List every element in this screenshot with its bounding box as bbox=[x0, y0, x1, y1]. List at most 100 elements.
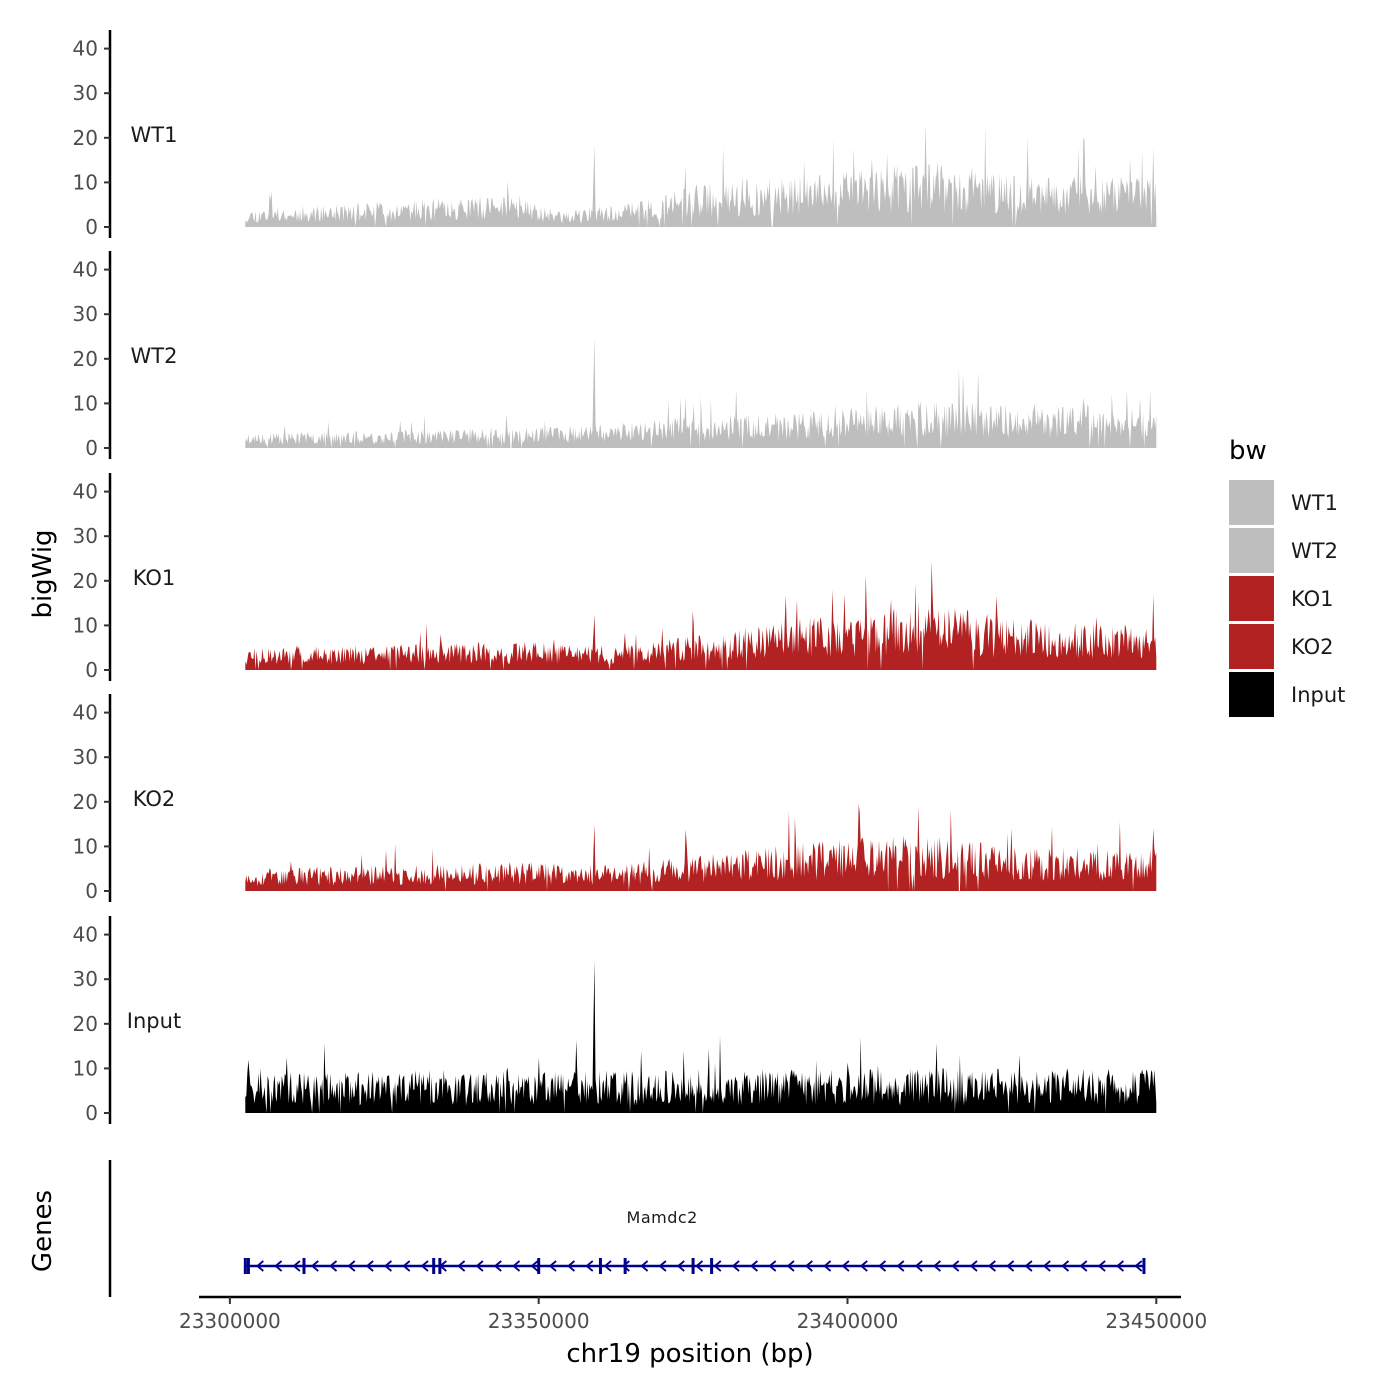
legend-item-input: Input bbox=[1229, 672, 1345, 717]
bigwig-tracks: 0 10 20 30 40 WT1 0 10 20 30 40 WT2 0 10 20 30 40 KO1 0 10 2… bbox=[73, 30, 1157, 1125]
strand-arrow bbox=[695, 1260, 704, 1272]
strand-arrow bbox=[347, 1260, 356, 1272]
strand-arrow bbox=[933, 1260, 941, 1272]
track-wt2: 0 10 20 30 40 WT2 bbox=[73, 251, 1157, 460]
strand-arrow bbox=[969, 1260, 978, 1272]
y-tick-label: 30 bbox=[73, 81, 98, 105]
exon bbox=[302, 1258, 306, 1274]
strand-arrow bbox=[274, 1260, 283, 1272]
y-tick-label: 20 bbox=[73, 790, 98, 814]
x-tick-label: 23450000 bbox=[1105, 1309, 1207, 1333]
y-tick-label: 30 bbox=[73, 745, 98, 769]
strand-arrow bbox=[1006, 1260, 1015, 1272]
exon bbox=[537, 1258, 541, 1274]
legend-swatch bbox=[1229, 624, 1274, 669]
strand-arrow bbox=[713, 1260, 722, 1272]
track-label: WT2 bbox=[131, 344, 178, 368]
y-tick-label: 0 bbox=[85, 1101, 98, 1125]
y-tick-label: 10 bbox=[73, 834, 98, 858]
y-tick-label: 30 bbox=[73, 302, 98, 326]
legend-label: WT2 bbox=[1291, 539, 1338, 563]
y-tick-label: 10 bbox=[73, 170, 98, 194]
strand-arrow bbox=[750, 1260, 758, 1272]
x-tick-label: 23350000 bbox=[488, 1309, 590, 1333]
track-ko2: 0 10 20 30 40 KO2 bbox=[73, 694, 1157, 903]
exon bbox=[710, 1258, 714, 1274]
gene-mamdc2: Mamdc2 bbox=[243, 1208, 1146, 1274]
exon bbox=[438, 1258, 442, 1274]
y-tick-label: 40 bbox=[73, 923, 98, 947]
y-tick-label: 0 bbox=[85, 215, 98, 239]
track-wt1: 0 10 20 30 40 WT1 bbox=[73, 30, 1157, 239]
strand-arrow bbox=[859, 1260, 868, 1272]
signal-area-wt1 bbox=[245, 122, 1157, 227]
strand-arrow bbox=[1042, 1260, 1051, 1272]
gene-name-label: Mamdc2 bbox=[627, 1208, 698, 1227]
x-axis: 23300000 23350000 23400000 23450000 bbox=[179, 1295, 1207, 1333]
strand-arrow bbox=[292, 1260, 301, 1272]
strand-arrow bbox=[402, 1260, 411, 1272]
legend-label: Input bbox=[1291, 683, 1345, 707]
y-tick-label: 10 bbox=[73, 1056, 98, 1080]
strand-arrow bbox=[786, 1260, 795, 1272]
track-label: WT1 bbox=[131, 123, 178, 147]
strand-arrow bbox=[493, 1260, 502, 1272]
signal-area-ko2 bbox=[245, 804, 1157, 891]
y-tick-label: 40 bbox=[73, 701, 98, 725]
strand-arrow bbox=[310, 1260, 319, 1272]
strand-arrow bbox=[512, 1260, 521, 1272]
strand-arrow bbox=[548, 1260, 557, 1272]
legend-swatch bbox=[1229, 480, 1274, 525]
strand-arrow bbox=[603, 1260, 612, 1272]
y-tick-label: 30 bbox=[73, 967, 98, 991]
strand-arrow bbox=[878, 1260, 887, 1272]
strand-arrow bbox=[823, 1260, 832, 1272]
track-label: KO1 bbox=[133, 566, 176, 590]
legend-item-ko2: KO2 bbox=[1229, 624, 1334, 669]
strand-arrow bbox=[1097, 1260, 1106, 1272]
track-ko1: 0 10 20 30 40 KO1 bbox=[73, 473, 1157, 682]
legend-swatch bbox=[1229, 576, 1274, 621]
legend-swatch bbox=[1229, 528, 1274, 573]
strand-arrow bbox=[951, 1260, 960, 1272]
strand-arrow bbox=[329, 1260, 338, 1272]
y-tick-label: 10 bbox=[73, 613, 98, 637]
legend-title: bw bbox=[1229, 436, 1267, 466]
exon bbox=[1142, 1258, 1146, 1274]
strand-arrow bbox=[1116, 1260, 1124, 1272]
genes-axis-title: Genes bbox=[28, 1190, 58, 1272]
x-tick-label: 23400000 bbox=[797, 1309, 899, 1333]
y-tick-label: 40 bbox=[73, 480, 98, 504]
strand-arrow bbox=[896, 1260, 905, 1272]
strand-arrow bbox=[255, 1260, 264, 1272]
exon bbox=[598, 1258, 602, 1274]
strand-arrow bbox=[420, 1260, 429, 1272]
exon bbox=[246, 1258, 250, 1274]
legend: bw WT1 WT2 KO1 KO2 Input bbox=[1229, 436, 1345, 717]
strand-arrow bbox=[914, 1260, 923, 1272]
strand-arrow bbox=[567, 1260, 575, 1272]
strand-arrow bbox=[1134, 1260, 1143, 1272]
strand-arrow bbox=[621, 1260, 630, 1272]
y-tick-label: 0 bbox=[85, 436, 98, 460]
exon bbox=[243, 1258, 247, 1274]
strand-arrow bbox=[585, 1260, 594, 1272]
y-tick-label: 0 bbox=[85, 658, 98, 682]
legend-item-wt2: WT2 bbox=[1229, 528, 1338, 573]
strand-arrow bbox=[676, 1260, 685, 1272]
legend-label: KO2 bbox=[1291, 635, 1334, 659]
strand-arrow bbox=[1061, 1260, 1070, 1272]
legend-label: KO1 bbox=[1291, 587, 1334, 611]
strand-arrow bbox=[457, 1260, 466, 1272]
y-tick-label: 20 bbox=[73, 1012, 98, 1036]
x-axis-title: chr19 position (bp) bbox=[566, 1339, 813, 1369]
y-tick-label: 20 bbox=[73, 347, 98, 371]
y-tick-label: 40 bbox=[73, 258, 98, 282]
legend-item-ko1: KO1 bbox=[1229, 576, 1334, 621]
gene-track: Mamdc2 bbox=[108, 1160, 1146, 1297]
y-tick-label: 0 bbox=[85, 879, 98, 903]
track-input: 0 10 20 30 40 Input bbox=[73, 916, 1157, 1125]
strand-arrow bbox=[768, 1260, 777, 1272]
strand-arrow bbox=[530, 1260, 539, 1272]
